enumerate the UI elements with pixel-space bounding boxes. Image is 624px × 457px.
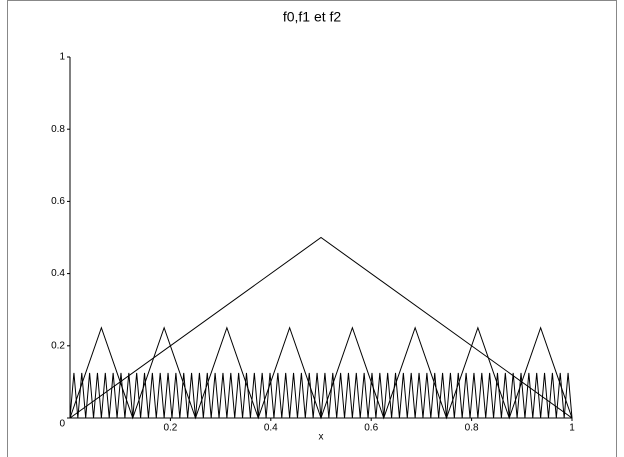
- line-series: [69, 372, 573, 419]
- frame: [7, 0, 617, 457]
- y-tick-label: 0.6: [51, 196, 65, 207]
- y-tick-label: 0.2: [51, 340, 65, 351]
- y-tick-label: 1: [59, 52, 65, 63]
- x-tick-label: 1: [569, 423, 575, 434]
- y-tick-label: 0.4: [51, 268, 65, 279]
- line-series: [69, 326, 573, 420]
- x-tick-label: 0.2: [163, 423, 177, 434]
- x-axis-label: x: [319, 432, 324, 443]
- chart-title: f0,f1 et f2: [283, 9, 342, 25]
- x-tick-label: 0.6: [364, 423, 378, 434]
- line-series: [69, 236, 573, 419]
- y-tick-label: 0.8: [51, 124, 65, 135]
- y-tick-label: 0: [59, 419, 65, 430]
- x-tick-label: 0.8: [465, 423, 479, 434]
- x-tick-label: 0.4: [264, 423, 278, 434]
